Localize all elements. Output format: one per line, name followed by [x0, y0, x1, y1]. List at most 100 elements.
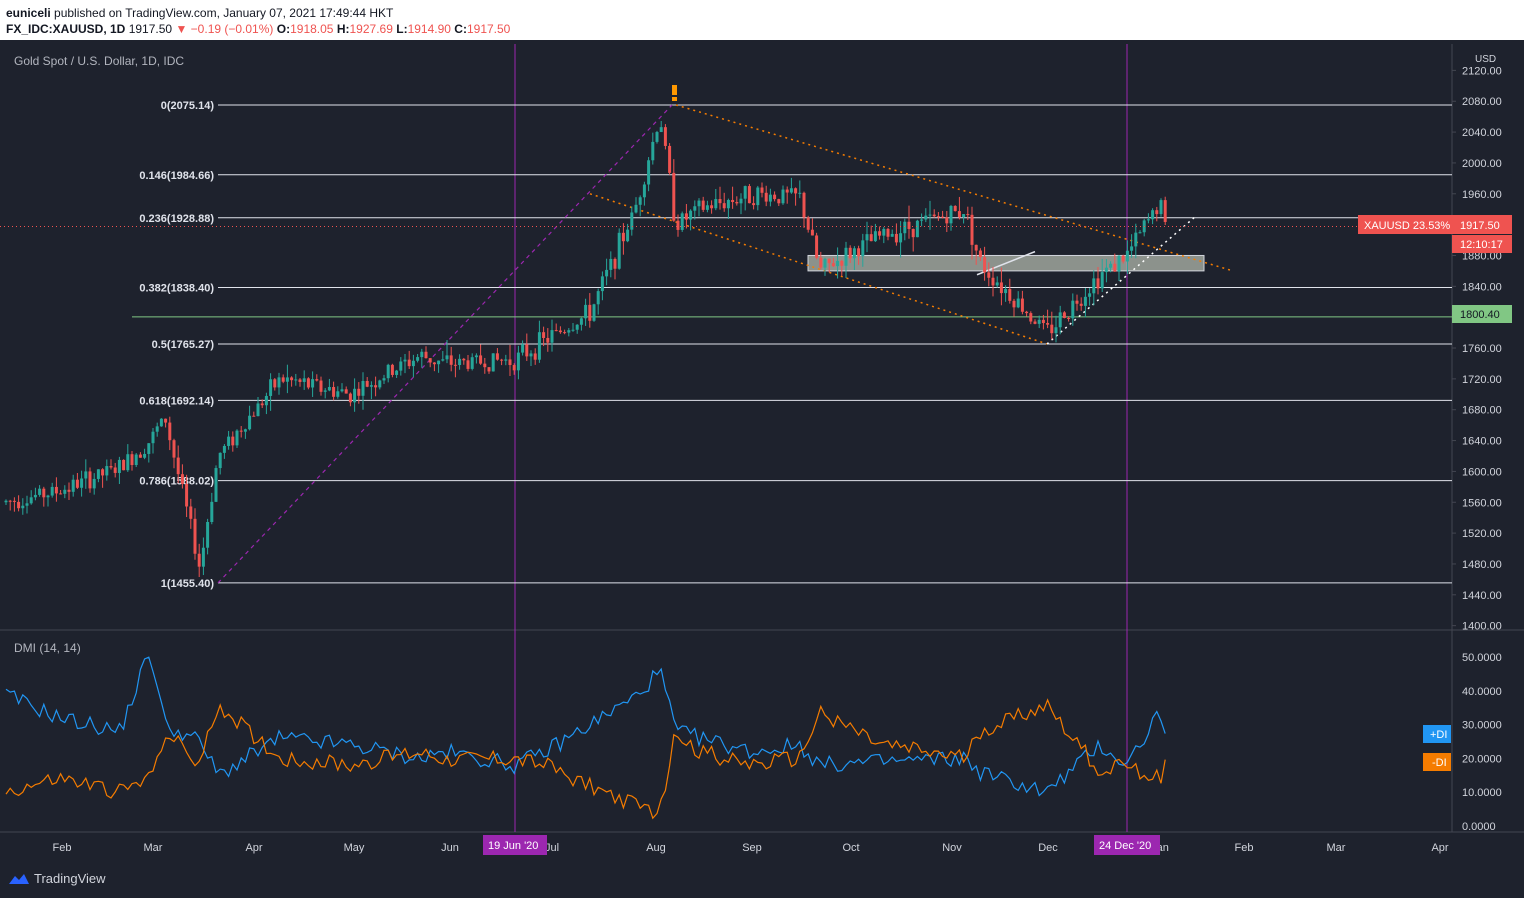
dmi-tick-label: 30.0000 [1462, 720, 1502, 732]
candle-body [516, 352, 520, 371]
minus-di-label: -DI [1432, 757, 1447, 769]
candle-body [231, 436, 235, 446]
candle-body [390, 364, 394, 375]
candle-body [1109, 263, 1113, 268]
candle-body [647, 160, 651, 185]
candle-body [752, 203, 756, 206]
publish-header: euniceli published on TradingView.com, J… [0, 0, 1524, 40]
candle-body [189, 506, 193, 519]
candle-body [1029, 313, 1033, 322]
candle-body [941, 216, 945, 218]
tradingview-logo[interactable]: TradingView [8, 871, 106, 886]
candle-body [588, 304, 592, 321]
candle-body [626, 229, 630, 242]
price-tick-label: 1520.00 [1462, 528, 1502, 540]
candle-body [785, 189, 789, 193]
candle-body [374, 385, 378, 388]
candle-body [256, 403, 260, 417]
candle-body [630, 212, 634, 230]
ohlc-line: FX_IDC:XAUUSD, 1D 1917.50 ▼ −0.19 (−0.01… [6, 22, 510, 36]
candle-body [642, 184, 646, 198]
minus-di-line[interactable] [5, 698, 1166, 820]
candle-body [1121, 255, 1125, 262]
author-name[interactable]: euniceli [6, 6, 51, 20]
candle-body [1146, 219, 1150, 221]
rising-trend-line[interactable] [1046, 216, 1196, 345]
tradingview-brand: TradingView [34, 871, 106, 886]
candle-body [491, 353, 495, 372]
candle-body [957, 211, 961, 218]
fib-level-label: 0.146(1984.66) [139, 170, 214, 182]
candle-body [113, 467, 117, 473]
channel-lower-line[interactable] [589, 193, 1048, 345]
fibonacci-retracement[interactable]: 0(2075.14) 0.146(1984.66) 0.236(1928.88) 0.… [139, 100, 1452, 590]
candle-body [584, 304, 588, 319]
candle-body [298, 379, 302, 382]
candle-body [294, 379, 298, 381]
candle-body [54, 486, 58, 494]
candle-body [369, 385, 373, 387]
candle-body [117, 459, 121, 473]
candle-body [613, 258, 617, 269]
candle-body [575, 324, 579, 330]
fib-level-label: 0.618(1692.14) [139, 395, 214, 407]
price-tick-label: 1400.00 [1462, 621, 1502, 633]
price-axis[interactable]: 2120.002080.002040.002000.001960.001920.… [1452, 65, 1502, 633]
candle-body [336, 391, 340, 397]
candle-body [101, 469, 105, 476]
price-badge [1452, 215, 1512, 234]
candle-body [894, 233, 898, 243]
price-tick-label: 1960.00 [1462, 189, 1502, 201]
candle-body [122, 459, 126, 471]
alert-marker-icon[interactable] [672, 85, 677, 95]
candle-body [260, 403, 264, 406]
price-tick-label: 1720.00 [1462, 374, 1502, 386]
candle-body [176, 457, 180, 475]
candle-body [214, 468, 218, 502]
candle-body [1100, 272, 1104, 289]
candle-body [172, 440, 176, 458]
candle-body [96, 469, 100, 479]
candle-body [1033, 321, 1037, 324]
candle-body [42, 488, 46, 498]
level-badge [1452, 305, 1512, 323]
candle-body [525, 344, 529, 357]
time-axis[interactable]: FebMarAprMayJunJulAugSepOctNovDecJanFebM… [53, 842, 1449, 854]
symbol-badge-text: XAUUSD 23.53% [1364, 220, 1450, 232]
month-label: Apr [1431, 842, 1448, 854]
small-trend-line[interactable] [976, 250, 1036, 276]
candle-body [962, 214, 966, 218]
candle-body [302, 378, 306, 382]
candle-body [105, 466, 109, 476]
fib-level-label: 0.786(1588.02) [139, 476, 214, 488]
open-label: O: [276, 22, 291, 36]
candle-body [1071, 300, 1075, 319]
candle-body [319, 380, 323, 392]
candle-body [357, 388, 361, 396]
candle-body [899, 233, 903, 243]
dmi-axis: 50.0000 40.0000 30.0000 20.0000 10.0000 0.000… [1462, 652, 1502, 833]
fib-trend-line[interactable] [217, 104, 673, 584]
candle-body [819, 257, 823, 268]
candle-body [756, 187, 760, 206]
candle-body [542, 332, 546, 338]
candle-body [281, 377, 285, 382]
candle-body [1075, 300, 1079, 304]
candle-body [924, 215, 928, 220]
candle-body [714, 199, 718, 209]
candle-body [17, 501, 21, 509]
month-label: May [344, 842, 365, 854]
candle-body [794, 188, 798, 194]
candle-body [983, 257, 987, 273]
plus-di-line[interactable] [5, 656, 1166, 797]
channel-upper-line[interactable] [675, 104, 1234, 272]
month-label: Oct [842, 842, 859, 854]
candle-body [29, 497, 33, 504]
candle-body [290, 377, 294, 381]
candle-body [609, 258, 613, 270]
candle-body [768, 194, 772, 202]
marker-label-jun: 19 Jun '20 [488, 840, 538, 852]
candle-body [38, 488, 42, 495]
candle-body [453, 364, 457, 366]
